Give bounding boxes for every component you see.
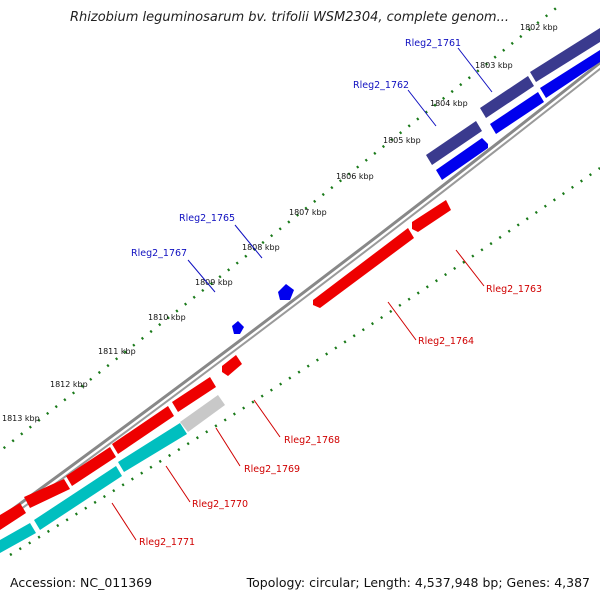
gene-arrow-rleg2-1771b[interactable] bbox=[0, 503, 26, 530]
gene-arrow-rleg2-1765[interactable] bbox=[278, 284, 294, 300]
forward-gene-track bbox=[232, 50, 600, 334]
cds-bar-rleg2-1762[interactable] bbox=[480, 76, 534, 118]
gene-arrow-rleg2-1764[interactable] bbox=[313, 228, 414, 308]
kbp-tick-label: 1802 kbp bbox=[520, 23, 558, 32]
kbp-tick-label: 1807 kbp bbox=[289, 208, 327, 217]
kbp-tick-label: 1812 kbp bbox=[50, 380, 88, 389]
inner-tick-ruler bbox=[9, 166, 600, 557]
gene-label-rleg2-1769[interactable]: Rleg2_1769 bbox=[244, 464, 300, 475]
gene-label-rleg2-1762[interactable]: Rleg2_1762 bbox=[353, 80, 409, 91]
gene-arrow-rleg2-1762b[interactable] bbox=[436, 138, 488, 180]
cds-bar-rleg2-1771b[interactable] bbox=[0, 523, 36, 553]
forward-cds-track bbox=[426, 28, 600, 165]
gene-arrow-rleg2-1768[interactable] bbox=[222, 355, 242, 376]
reverse-gene-track bbox=[0, 200, 451, 530]
kbp-tick-label: 1810 kbp bbox=[148, 313, 186, 322]
gene-arrow-rleg2-1771[interactable] bbox=[24, 479, 70, 508]
gene-label-rleg2-1771[interactable]: Rleg2_1771 bbox=[139, 537, 195, 548]
cds-bar-rleg2-1761[interactable] bbox=[530, 28, 600, 82]
backbone-inner bbox=[0, 67, 600, 526]
accession-text: Accession: NC_011369 bbox=[10, 575, 153, 590]
backbone-outer bbox=[0, 60, 600, 521]
gene-label-rleg2-1765[interactable]: Rleg2_1765 bbox=[179, 213, 235, 224]
gene-label-rleg2-1767[interactable]: Rleg2_1767 bbox=[131, 248, 187, 259]
cds-bar-rleg2-1770[interactable] bbox=[118, 423, 187, 472]
kbp-tick-label: 1804 kbp bbox=[430, 99, 468, 108]
kbp-tick-label: 1809 kbp bbox=[195, 278, 233, 287]
gene-label-rleg2-1768[interactable]: Rleg2_1768 bbox=[284, 435, 340, 446]
kbp-tick-label: 1808 kbp bbox=[242, 243, 280, 252]
gene-arrow-rleg2-1761[interactable] bbox=[540, 50, 600, 98]
reverse-leaders bbox=[111, 249, 485, 541]
kbp-tick-label: 1811 kbp bbox=[98, 347, 136, 356]
cds-bar-rleg2-1762b[interactable] bbox=[426, 121, 482, 165]
topology-summary: Topology: circular; Length: 4,537,948 bp… bbox=[246, 575, 590, 590]
pseudo-gene-segment[interactable] bbox=[180, 395, 225, 432]
gene-arrow-rleg2-1767[interactable] bbox=[232, 321, 244, 334]
gene-arrow-rleg2-1763[interactable] bbox=[412, 200, 451, 232]
kbp-tick-label: 1803 kbp bbox=[475, 61, 513, 70]
kbp-tick-label: 1806 kbp bbox=[336, 172, 374, 181]
reverse-cds-track bbox=[0, 423, 187, 553]
cds-bar-rleg2-1771[interactable] bbox=[34, 466, 122, 530]
gene-label-rleg2-1770[interactable]: Rleg2_1770 bbox=[192, 499, 248, 510]
forward-leaders bbox=[187, 47, 493, 293]
page-title: Rhizobium leguminosarum bv. trifolii WSM… bbox=[70, 10, 509, 25]
gene-arrow-rleg2-1770b[interactable] bbox=[66, 447, 116, 486]
kbp-tick-label: 1813 kbp bbox=[2, 414, 40, 423]
gene-arrow-rleg2-1770[interactable] bbox=[112, 406, 174, 454]
gene-label-rleg2-1764[interactable]: Rleg2_1764 bbox=[418, 336, 474, 347]
gene-label-rleg2-1761[interactable]: Rleg2_1761 bbox=[405, 38, 461, 49]
gene-label-rleg2-1763[interactable]: Rleg2_1763 bbox=[486, 284, 542, 295]
kbp-tick-label: 1805 kbp bbox=[383, 136, 421, 145]
gene-arrow-rleg2-1762[interactable] bbox=[490, 92, 544, 134]
gene-arrow-rleg2-1769[interactable] bbox=[172, 377, 216, 412]
